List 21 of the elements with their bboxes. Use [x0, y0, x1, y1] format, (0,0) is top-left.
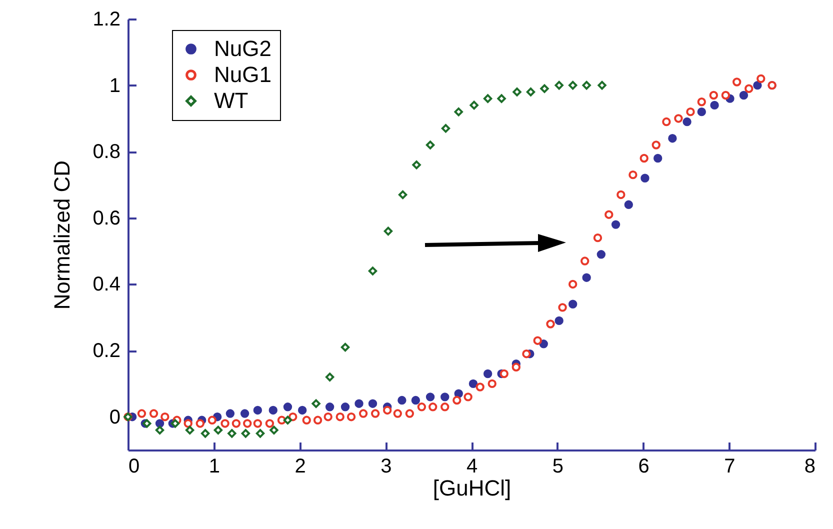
y-tick-label: 0.8	[92, 141, 120, 164]
y-tick-label: 1.2	[92, 8, 120, 30]
x-tick-label: 5	[552, 456, 564, 478]
y-tick-label: 1	[109, 74, 120, 97]
y-tick-label: 0.2	[92, 340, 120, 362]
y-axis-title: Normalized CD	[50, 160, 75, 310]
x-tick-label: 3	[380, 456, 392, 478]
y-tick-label: 0.4	[92, 274, 120, 296]
x-tick-label: 1	[208, 456, 220, 478]
x-tick-label: 7	[724, 456, 736, 478]
legend-label: NuG2	[214, 36, 272, 61]
x-tick-label: 6	[638, 456, 650, 478]
y-tick-label: 0	[109, 406, 120, 428]
x-tick-label: 4	[466, 456, 478, 478]
x-axis-title: [GuHCl]	[432, 476, 512, 500]
legend-label: WT	[214, 88, 248, 113]
legend-label: NuG1	[214, 62, 272, 87]
x-tick-label: 0	[128, 456, 140, 478]
x-tick-label: 2	[294, 456, 306, 478]
y-tick-label: 0.6	[92, 207, 120, 230]
x-tick-label: 8	[804, 456, 816, 478]
